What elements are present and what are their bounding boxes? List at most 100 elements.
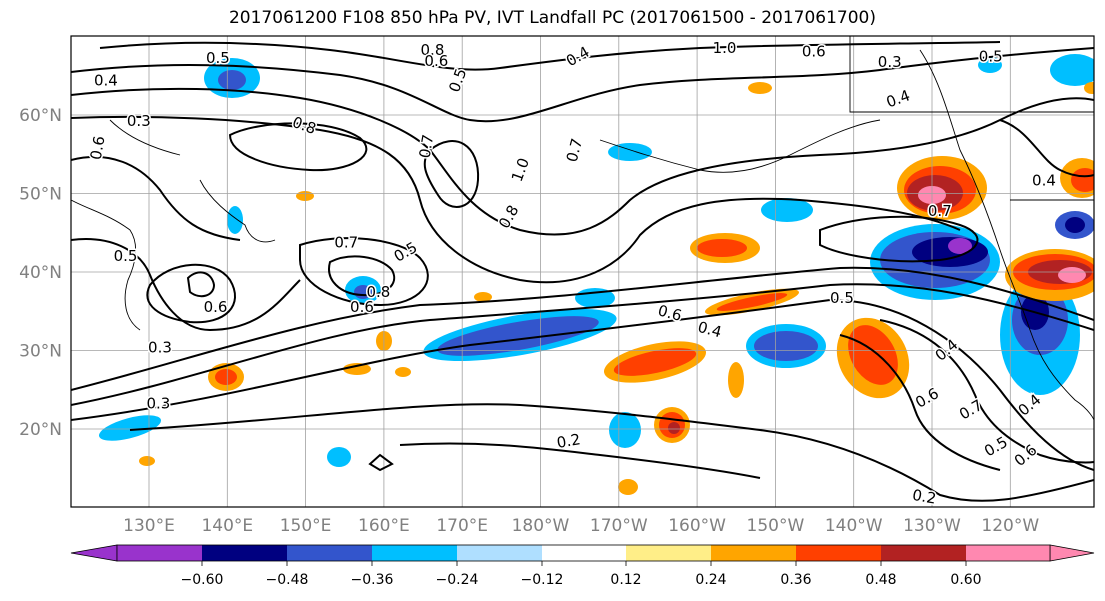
- ivt-positive-region: [697, 239, 747, 257]
- ivt-negative-region: [761, 198, 813, 222]
- ivt-positive-region: [395, 367, 411, 377]
- ivt-negative-region: [978, 57, 1002, 73]
- pv-contour: [399, 442, 761, 479]
- colorbar-segment: [457, 545, 542, 561]
- lon-tick-label: 170°E: [436, 516, 488, 536]
- lat-axis-labels: 60°N 50°N 40°N 30°N 20°N: [19, 106, 62, 440]
- lat-tick-label: 60°N: [19, 106, 62, 126]
- colorbar-segment: [796, 545, 881, 561]
- contour-label: 0.5: [206, 49, 230, 67]
- pv-contour: [186, 271, 216, 298]
- ivt-positive-region: [215, 369, 237, 385]
- pv-contour: [99, 41, 1001, 71]
- lon-tick-label: 130°E: [123, 516, 175, 536]
- contour-label: 1.0: [713, 39, 737, 57]
- ivt-positive-region: [716, 293, 788, 311]
- lon-tick-label: 160°E: [358, 516, 410, 536]
- lon-tick-label: 160°W: [668, 516, 726, 536]
- contour-label: 0.6: [350, 298, 374, 316]
- colorbar-tick-label: 0.60: [950, 572, 981, 588]
- contour-label: 0.6: [424, 52, 448, 70]
- ivt-negative-region: [1050, 54, 1094, 86]
- lon-tick-label: 150°E: [280, 516, 332, 536]
- contour-label: 0.7: [928, 202, 952, 220]
- contour-label: 0.3: [148, 339, 172, 357]
- lon-tick-label: 170°W: [590, 516, 648, 536]
- lon-tick-label: 140°W: [825, 516, 883, 536]
- ivt-negative-region: [754, 331, 818, 361]
- colorbar-segment: [626, 545, 711, 561]
- pv-contour: [819, 215, 979, 263]
- contour-label: 0.4: [94, 72, 118, 90]
- lon-tick-label: 130°W: [903, 516, 961, 536]
- colorbar-tick-label: −0.48: [266, 572, 309, 588]
- colorbar-segment: [711, 545, 796, 561]
- colorbar-tick-label: 0.24: [695, 572, 726, 588]
- ivt-positive-region: [1084, 82, 1094, 94]
- ivt-negative-region: [609, 412, 641, 448]
- pv-contour: [129, 403, 1094, 502]
- coastlines: [71, 36, 1094, 421]
- ivt-negative-region: [1065, 217, 1085, 233]
- ivt-negative-region: [948, 238, 972, 254]
- colorbar-segment: [117, 545, 202, 561]
- colorbar-tick-label: 0.48: [865, 572, 896, 588]
- ivt-negative-region: [608, 143, 652, 161]
- pv-contour: [328, 255, 395, 297]
- pv-contour: [228, 122, 368, 172]
- contour-label: 0.5: [114, 247, 138, 265]
- ivt-positive-region: [613, 348, 697, 376]
- ivt-positive-region: [668, 422, 680, 434]
- lat-tick-label: 20°N: [19, 420, 62, 440]
- lon-tick-label: 140°E: [201, 516, 253, 536]
- ivt-positive-region: [1071, 168, 1094, 192]
- ivt-positive-region: [474, 292, 492, 302]
- contour-label: 0.3: [127, 112, 151, 130]
- contour-label: 0.3: [878, 53, 902, 71]
- pv-contour: [71, 238, 301, 332]
- pv-contour: [999, 119, 1094, 178]
- colorbar-segment: [966, 545, 1050, 561]
- ivt-positive-region: [728, 362, 744, 398]
- pv-contour: [423, 140, 480, 208]
- pv-contour: [71, 266, 1094, 391]
- pv-contours: [71, 41, 1094, 502]
- map-panel: [70, 35, 1095, 508]
- colorbar-tick-label: 0.36: [780, 572, 811, 588]
- ivt-positive-region: [139, 456, 155, 466]
- pv-contour: [368, 453, 394, 472]
- colorbar-ticks: [201, 561, 967, 566]
- contour-label: 0.6: [204, 298, 228, 316]
- colorbar-tick-label: −0.36: [351, 572, 394, 588]
- colorbar-extend-high: [1049, 544, 1095, 562]
- contour-label: 0.7: [334, 233, 358, 251]
- colorbar-extend-low: [70, 544, 118, 562]
- contour-label: 0.6: [802, 43, 826, 61]
- colorbar-segment: [542, 545, 626, 561]
- pv-contour: [71, 87, 1094, 236]
- ivt-positive-region: [848, 325, 898, 385]
- lon-tick-label: 120°W: [981, 516, 1039, 536]
- contour-label: 0.3: [146, 394, 170, 412]
- lat-tick-label: 30°N: [19, 342, 62, 362]
- ivt-positive-region: [748, 82, 772, 94]
- lon-axis-labels: 130°E 140°E 150°E 160°E 170°E 180°W 170°…: [123, 516, 1039, 536]
- ivt-positive-region: [296, 191, 314, 201]
- ivt-negative-region: [218, 70, 246, 90]
- ivt-negative-region: [327, 447, 351, 467]
- colorbar-segment: [202, 545, 287, 561]
- pv-contour: [839, 334, 1001, 471]
- map-title: 2017061200 F108 850 hPa PV, IVT Landfall…: [228, 8, 876, 28]
- pv-contour: [879, 319, 1094, 464]
- ivt-positive-region: [343, 363, 371, 375]
- pv-contour: [71, 47, 1094, 123]
- contour-label: 0.5: [830, 289, 854, 307]
- pv-contour: [71, 115, 961, 284]
- colorbar-segment: [881, 545, 966, 561]
- colorbar-tick-label: 0.12: [610, 572, 641, 588]
- ivt-negative-region: [98, 415, 162, 441]
- ivt-negative-region: [437, 316, 599, 356]
- pv-contour: [71, 155, 241, 241]
- pv-contour: [71, 298, 1094, 471]
